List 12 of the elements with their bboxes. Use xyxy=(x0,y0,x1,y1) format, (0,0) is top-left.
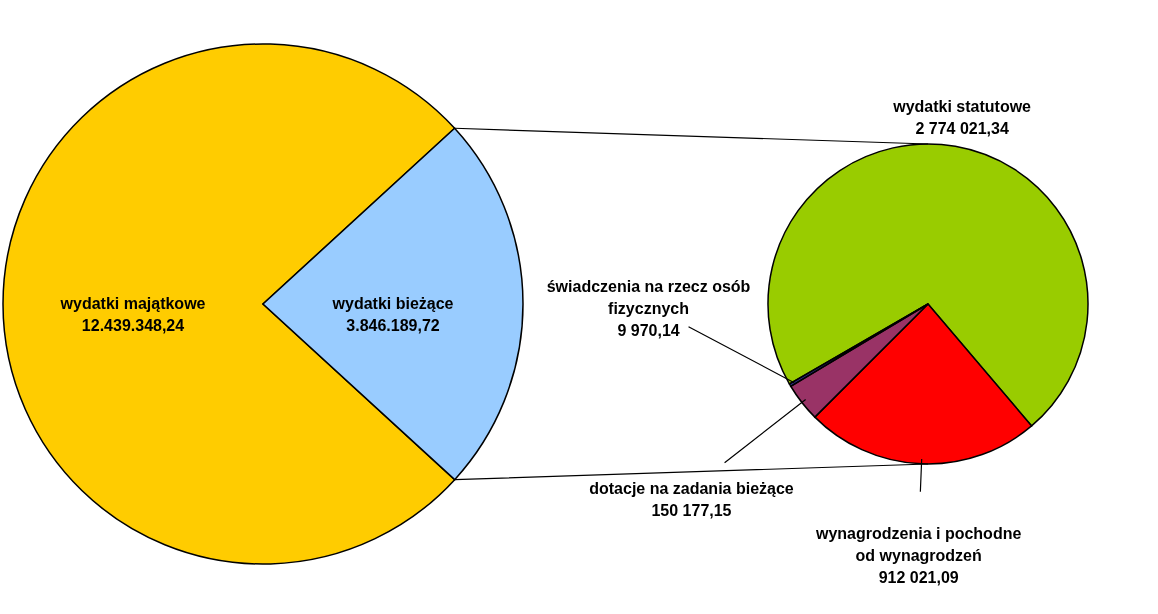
slice-label: dotacje na zadania bieżące xyxy=(589,479,794,497)
data-label: 150 177,15 xyxy=(651,501,732,519)
slice-label: wydatki majątkowe xyxy=(59,295,206,313)
data-label: 912 021,09 xyxy=(878,568,959,586)
data-label: 3.846.189,72 xyxy=(346,316,440,334)
data-label: 2 774 021,34 xyxy=(915,119,1009,137)
data-label: 9 970,14 xyxy=(617,321,680,339)
slice-label: wydatki statutowe xyxy=(892,97,1032,115)
slice-label: świadczenia na rzecz osób fizycznych xyxy=(546,277,751,317)
slice-label: wydatki bieżące xyxy=(331,294,454,312)
slice-label: wynagrodzenia i pochodne od wynagrodzeń xyxy=(814,524,1022,564)
data-label: 12.439.348,24 xyxy=(81,317,185,335)
